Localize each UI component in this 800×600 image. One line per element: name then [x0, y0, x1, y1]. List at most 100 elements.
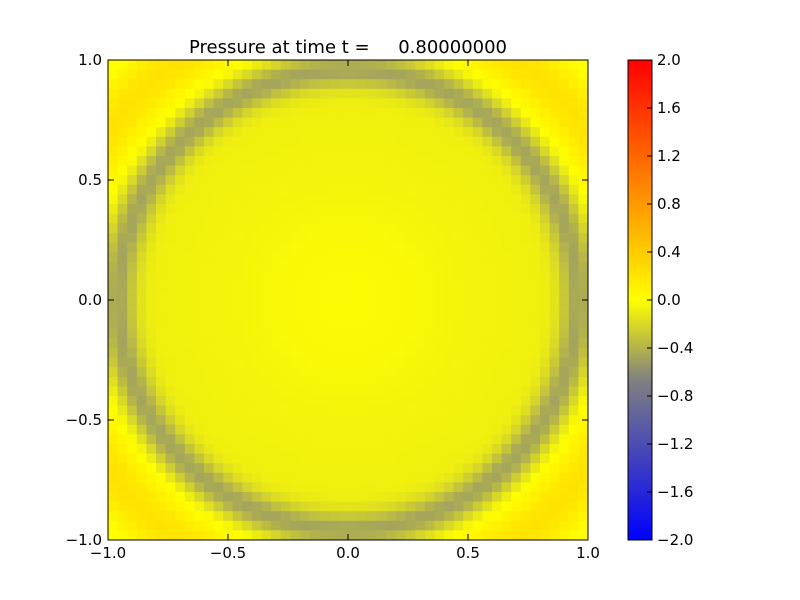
heatmap-cell [319, 453, 330, 464]
heatmap-cell [252, 252, 262, 262]
heatmap-cell [568, 415, 579, 426]
heatmap-cell [146, 357, 157, 368]
heatmap-cell [194, 520, 205, 531]
heatmap-cell [175, 520, 186, 531]
heatmap-cell [338, 386, 349, 397]
heatmap-cell [290, 79, 301, 90]
heatmap-cell [242, 386, 253, 397]
heatmap-cell [424, 357, 435, 368]
heatmap-cell [175, 242, 186, 253]
heatmap-cell [424, 319, 435, 330]
heatmap-cell [492, 501, 502, 512]
heatmap-cell [463, 472, 474, 483]
heatmap-cell [213, 280, 224, 291]
heatmap-cell [108, 242, 118, 253]
heatmap-cell [184, 501, 195, 512]
heatmap-cell [156, 405, 166, 416]
heatmap-cell [549, 463, 560, 474]
heatmap-cell [319, 108, 330, 118]
heatmap-cell [328, 127, 339, 138]
heatmap-cell [386, 242, 397, 253]
heatmap-cell [444, 88, 454, 99]
heatmap-cell [328, 453, 339, 464]
heatmap-cell [559, 242, 570, 253]
heatmap-cell [271, 367, 282, 378]
heatmap-cell [415, 204, 426, 214]
heatmap-cell [367, 271, 378, 282]
heatmap-cell [472, 194, 483, 205]
heatmap-cell [300, 184, 310, 195]
heatmap-cell [463, 213, 474, 224]
heatmap-cell [415, 261, 426, 272]
heatmap-cell [204, 501, 214, 512]
heatmap-cell [175, 396, 186, 406]
heatmap-cell [357, 472, 368, 483]
heatmap-cell [578, 194, 589, 205]
heatmap-cell [309, 319, 320, 330]
heatmap-cell [492, 69, 502, 80]
heatmap-cell [357, 386, 368, 397]
heatmap-cell [386, 319, 397, 330]
heatmap-cell [453, 252, 464, 262]
heatmap-cell [453, 223, 464, 234]
heatmap-cell [127, 271, 138, 282]
heatmap-cell [146, 424, 157, 435]
heatmap-cell [549, 232, 560, 243]
heatmap-cell [396, 69, 406, 80]
heatmap-cell [424, 242, 435, 253]
heatmap-cell [232, 79, 243, 90]
heatmap-cell [338, 127, 349, 138]
heatmap-cell [472, 415, 483, 426]
heatmap-cell [319, 146, 330, 157]
heatmap-cell [482, 463, 493, 474]
heatmap-cell [213, 434, 224, 445]
heatmap-cell [271, 60, 282, 70]
heatmap-cell [540, 261, 550, 272]
heatmap-cell [223, 357, 234, 368]
heatmap-cell [501, 376, 512, 387]
heatmap-cell [165, 328, 176, 339]
heatmap-cell [415, 242, 426, 253]
colorbar-tick-label: 0.8 [657, 195, 681, 213]
heatmap-cell [117, 252, 128, 262]
heatmap-cell [501, 453, 512, 464]
heatmap-cell [348, 69, 358, 80]
heatmap-cell [223, 405, 234, 416]
heatmap-cell [213, 520, 224, 531]
heatmap-cell [415, 405, 426, 416]
heatmap-cell [242, 117, 253, 128]
heatmap-cell [271, 520, 282, 531]
heatmap-cell [396, 165, 406, 176]
heatmap-cell [156, 463, 166, 474]
heatmap-cell [309, 501, 320, 512]
heatmap-cell [405, 367, 416, 378]
heatmap-cell [424, 309, 435, 320]
heatmap-cell [444, 376, 454, 387]
heatmap-cell [396, 511, 406, 522]
heatmap-cell [146, 213, 157, 224]
heatmap-cell [348, 338, 358, 349]
heatmap-cell [482, 453, 493, 464]
heatmap-cell [300, 405, 310, 416]
heatmap-cell [108, 444, 118, 454]
heatmap-cell [280, 252, 291, 262]
heatmap-cell [520, 405, 531, 416]
heatmap-cell [530, 60, 541, 70]
heatmap-cell [204, 261, 214, 272]
heatmap-cell [261, 511, 272, 522]
heatmap-cell [348, 194, 358, 205]
heatmap-cell [492, 127, 502, 138]
heatmap-cell [146, 194, 157, 205]
heatmap-cell [434, 348, 445, 358]
heatmap-cell [204, 69, 214, 80]
heatmap-cell [540, 424, 550, 435]
heatmap-cell [165, 424, 176, 435]
heatmap-cell [165, 386, 176, 397]
heatmap-cell [156, 156, 166, 166]
heatmap-cell [328, 175, 339, 186]
heatmap-cell [252, 463, 262, 474]
heatmap-cell [367, 328, 378, 339]
heatmap-cell [376, 357, 387, 368]
heatmap-cell [175, 348, 186, 358]
heatmap-cell [453, 463, 464, 474]
